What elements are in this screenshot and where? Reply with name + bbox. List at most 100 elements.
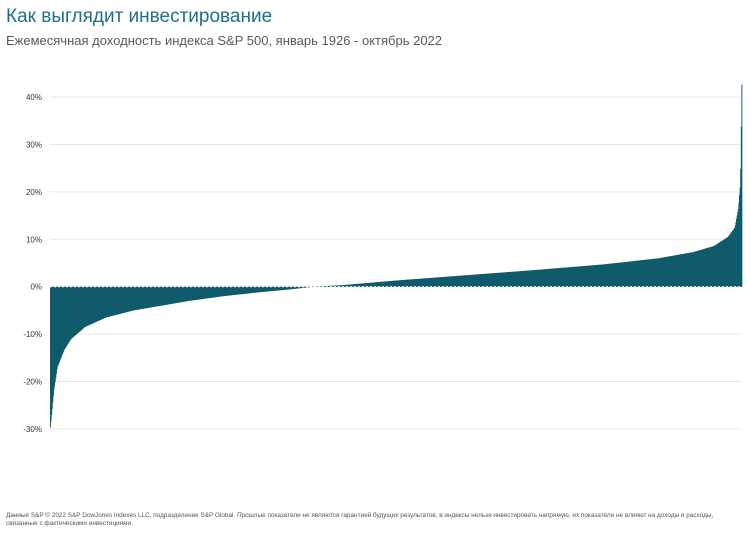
return-bar bbox=[206, 286, 208, 299]
return-bar bbox=[625, 261, 627, 287]
return-bar bbox=[480, 274, 482, 287]
return-bar bbox=[365, 283, 366, 287]
return-bar bbox=[409, 279, 411, 287]
return-bar bbox=[342, 285, 344, 287]
return-bar bbox=[648, 259, 650, 287]
return-bar bbox=[340, 285, 341, 287]
return-bar bbox=[731, 231, 733, 287]
return-bar bbox=[130, 286, 132, 311]
return-bar bbox=[675, 255, 677, 287]
return-bar bbox=[148, 286, 150, 308]
return-bar bbox=[206, 286, 207, 299]
return-bar bbox=[145, 286, 147, 309]
return-bar bbox=[325, 286, 327, 287]
return-bar bbox=[421, 278, 423, 287]
return-bar bbox=[163, 286, 165, 306]
return-bar bbox=[573, 266, 575, 287]
return-bar bbox=[563, 267, 565, 287]
return-bar bbox=[503, 272, 505, 287]
return-bar bbox=[370, 282, 372, 287]
return-bar bbox=[471, 274, 472, 287]
return-bar bbox=[437, 277, 439, 287]
return-bar bbox=[416, 278, 418, 287]
return-bar bbox=[369, 282, 371, 287]
y-tick-label: 0% bbox=[30, 283, 42, 292]
return-bar bbox=[223, 286, 225, 297]
return-bar bbox=[476, 274, 478, 287]
return-bar bbox=[613, 263, 615, 287]
return-bar bbox=[258, 286, 260, 293]
return-bar bbox=[476, 274, 478, 287]
return-bar bbox=[686, 253, 688, 287]
return-bar bbox=[436, 277, 438, 287]
return-bar bbox=[588, 265, 590, 287]
return-bar bbox=[652, 258, 654, 287]
return-bar bbox=[435, 277, 437, 287]
return-bar bbox=[370, 282, 372, 287]
return-bar bbox=[734, 227, 736, 287]
return-bar bbox=[130, 286, 132, 312]
return-bar bbox=[136, 286, 138, 310]
return-bar bbox=[649, 259, 651, 287]
return-bar bbox=[496, 272, 498, 287]
return-bar bbox=[432, 277, 434, 287]
return-bar bbox=[608, 263, 609, 287]
return-bar bbox=[391, 280, 393, 287]
return-bar bbox=[448, 276, 450, 287]
return-bar bbox=[201, 286, 203, 300]
return-bar bbox=[646, 259, 648, 287]
return-bar bbox=[670, 256, 672, 287]
return-bar bbox=[403, 279, 405, 287]
return-bar bbox=[143, 286, 145, 309]
return-bar bbox=[275, 286, 277, 291]
return-bar bbox=[246, 286, 248, 294]
return-bar bbox=[733, 228, 735, 287]
return-bar bbox=[665, 257, 667, 287]
return-bar bbox=[397, 280, 399, 287]
return-bar bbox=[236, 286, 238, 295]
return-bar bbox=[473, 274, 475, 287]
return-bar bbox=[489, 273, 491, 287]
return-bar bbox=[265, 286, 267, 292]
return-bar bbox=[388, 281, 390, 287]
return-bar bbox=[459, 275, 461, 287]
return-bar bbox=[108, 286, 110, 317]
return-bar bbox=[150, 286, 151, 308]
return-bar bbox=[80, 286, 82, 331]
return-bar bbox=[456, 275, 458, 287]
return-bar bbox=[665, 256, 667, 287]
return-bar bbox=[362, 283, 364, 287]
return-bar bbox=[547, 268, 549, 287]
return-bar bbox=[682, 253, 684, 287]
return-bar bbox=[381, 281, 383, 287]
return-bar bbox=[680, 254, 682, 287]
return-bar bbox=[57, 286, 59, 366]
return-bar bbox=[519, 271, 521, 287]
return-bar bbox=[192, 286, 194, 301]
return-bar bbox=[358, 283, 360, 287]
return-bar bbox=[91, 286, 93, 324]
return-bar bbox=[503, 272, 505, 287]
return-bar bbox=[555, 268, 556, 287]
return-bar bbox=[657, 258, 659, 287]
return-bar bbox=[172, 286, 174, 304]
return-bar bbox=[337, 285, 338, 287]
return-bar bbox=[621, 262, 623, 287]
return-bar bbox=[269, 286, 271, 292]
return-bar bbox=[647, 259, 649, 287]
return-bar bbox=[110, 286, 112, 317]
y-tick-label: 30% bbox=[26, 140, 42, 149]
return-bar bbox=[366, 283, 368, 287]
return-bar bbox=[95, 286, 97, 322]
return-bar bbox=[501, 272, 503, 287]
return-bar bbox=[555, 268, 557, 287]
return-bar bbox=[691, 252, 693, 287]
return-bar bbox=[636, 260, 638, 287]
return-bar bbox=[456, 275, 458, 287]
return-bar bbox=[572, 266, 574, 287]
return-bar bbox=[218, 286, 220, 297]
return-bar bbox=[727, 237, 729, 287]
return-bar bbox=[548, 268, 550, 287]
return-bar bbox=[461, 275, 463, 287]
return-bar bbox=[552, 268, 553, 287]
